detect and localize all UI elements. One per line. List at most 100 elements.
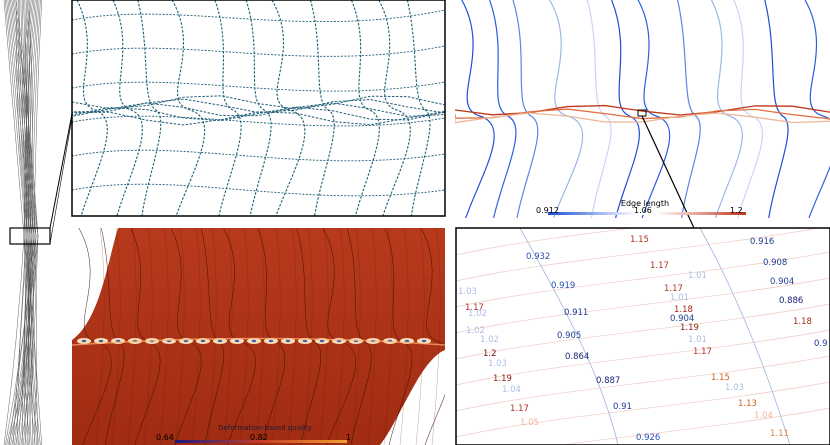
quality-mesh-line: [351, 228, 361, 445]
quality-mesh-line: [271, 228, 281, 445]
quality-hotspot-core: [200, 339, 206, 343]
zoom-edge-length-label: 1.13: [738, 399, 757, 409]
zoom-edge-length-label: 1.15: [630, 235, 649, 245]
quality-mesh-line: [207, 228, 217, 445]
dashed-cross-curve: [72, 45, 445, 57]
zoom-edge-length-label: 1.18: [674, 305, 693, 315]
zoom-edge-length-label: 0.911: [564, 308, 588, 318]
zoom-edge-length-label: 1.18: [793, 317, 812, 327]
quality-mesh-line: [239, 228, 249, 445]
quality-mesh-line: [335, 228, 345, 445]
quality-mesh-line: [111, 228, 121, 445]
dashed-mesh-frame: [71, 0, 446, 217]
overview-line: [15, 0, 40, 445]
edge-length-curve: [637, 0, 671, 218]
edge-length-curve: [764, 0, 789, 218]
zoom-connector-top: [49, 113, 73, 229]
quality-mesh-line: [415, 228, 425, 445]
quality-hotspot-core: [98, 339, 104, 343]
dashed-mesh-curve: [112, 0, 143, 216]
quality-mesh-line: [127, 228, 137, 445]
quality-hotspot-core: [285, 339, 291, 343]
zoom-edge-length-label: 1.01: [688, 271, 707, 281]
zoom-edge-length-label: 1.03: [458, 287, 477, 297]
edge-length-mesh-panel: [455, 0, 830, 218]
quality-mesh-line: [191, 228, 201, 445]
edge-length-curve: [804, 0, 830, 218]
zoom-edge-length-label: 0.864: [565, 352, 589, 362]
quality-hotspot-core: [404, 339, 410, 343]
zoom-grid-row: [456, 355, 830, 412]
overview-line: [6, 0, 39, 445]
zoom-edge-length-label: 0.904: [670, 314, 694, 324]
zoom-edge-length-label: 0.908: [763, 258, 787, 268]
quality-mesh-line: [303, 228, 313, 445]
zoom-edge-length-label: 0.91: [613, 402, 632, 412]
quality-mesh-curve: [296, 228, 322, 445]
quality-mesh-line: [383, 228, 393, 445]
overview-line: [25, 0, 37, 445]
zoom-edge-length-label: 1.19: [493, 374, 512, 384]
zoom-edge-length-label: 1.01: [670, 293, 689, 303]
zoom-grid-column: [519, 228, 619, 445]
quality-hotspot-core: [183, 339, 189, 343]
dashed-mesh-curve: [137, 0, 162, 216]
dashed-cross-curve: [72, 81, 445, 92]
edge-length-curve: [586, 0, 612, 218]
quality-mesh-line: [175, 228, 185, 445]
quality-hotspot-core: [319, 339, 325, 343]
zoom-edge-length-label: 1.17: [693, 347, 712, 357]
overview-line: [18, 0, 39, 445]
dashed-mesh-curve: [350, 0, 380, 216]
overview-line: [33, 0, 42, 445]
edge-length-mid-label: 1.06: [634, 206, 652, 215]
zoom-edge-length-label: 1.2: [483, 349, 497, 359]
zoom-edge-length-label: 0.9: [814, 339, 828, 349]
overview-line: [23, 0, 36, 445]
zoom-edge-length-label: 0.919: [551, 281, 575, 291]
dashed-cross-curve: [72, 183, 445, 197]
zoom-edge-length-label: 1.03: [488, 359, 507, 369]
dashed-band-curve: [72, 110, 445, 126]
zoom-edge-length-label: 1.17: [650, 261, 669, 271]
overview-line: [3, 0, 25, 445]
zoom-grid-column: [699, 228, 791, 445]
overview-line: [24, 0, 41, 445]
overview-mesh-strip: [3, 0, 42, 445]
zoom-connector-right: [641, 115, 695, 229]
quality-mesh-line: [287, 228, 297, 445]
zoom-grid-row: [456, 251, 830, 308]
dashed-mesh-curve: [76, 0, 108, 216]
quality-colorbar: Deformation-based quality 0.64 0.82 1: [156, 424, 351, 443]
quality-mesh-line: [319, 228, 329, 445]
quality-hotspot-core: [268, 339, 274, 343]
zoom-edge-length-label: 1.02: [466, 326, 485, 336]
dashed-cross-curve: [72, 149, 445, 162]
zoom-grid-row: [456, 277, 830, 334]
dashed-mesh-panel: [72, 0, 445, 216]
edge-length-min-label: 0.912: [536, 206, 559, 215]
zoom-edge-length-label: 1.04: [502, 385, 521, 395]
zoom-edge-length-label: 0.905: [557, 331, 581, 341]
zoomed-panel-frame: [455, 227, 830, 445]
zoom-edge-length-label: 1.15: [711, 373, 730, 383]
zoom-edge-length-label: 1.17: [510, 404, 529, 414]
dashed-mesh-curve: [378, 0, 411, 216]
edge-length-curve: [461, 0, 495, 218]
quality-mesh-curve: [346, 228, 372, 445]
edge-length-title: Edge length: [621, 199, 669, 208]
quality-title: Deformation-based quality: [218, 424, 312, 432]
zoom-edge-length-label: 0.926: [636, 433, 660, 443]
quality-mesh-line: [159, 228, 169, 445]
edge-length-band-curve: [455, 112, 830, 124]
zoom-grid-row: [456, 228, 636, 256]
zoom-edge-length-label: 1.02: [468, 309, 487, 319]
dashed-band-curve: [72, 98, 445, 114]
quality-mesh-line: [399, 228, 409, 445]
overview-line: [8, 0, 37, 445]
edge-length-max-label: 1.2: [730, 206, 743, 215]
edge-length-curve: [489, 0, 517, 218]
quality-hotspot-core: [81, 339, 87, 343]
